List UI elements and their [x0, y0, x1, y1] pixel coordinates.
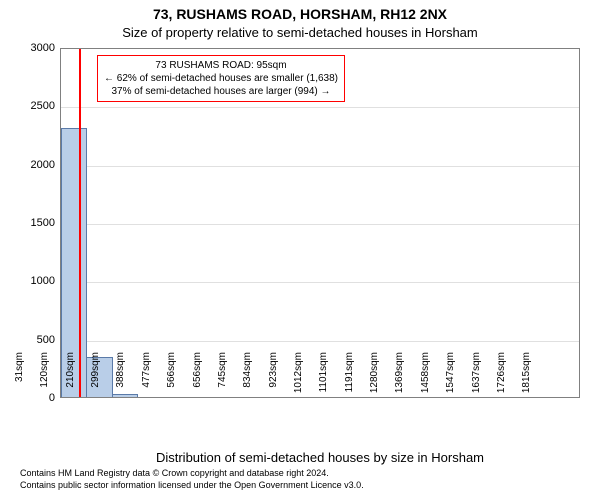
x-tick-label: 923sqm [268, 352, 279, 402]
gridline [61, 282, 579, 283]
x-tick-label: 1012sqm [293, 352, 304, 402]
x-tick-label: 1726sqm [496, 352, 507, 402]
y-tick-label: 500 [5, 334, 55, 346]
chart-title: 73, RUSHAMS ROAD, HORSHAM, RH12 2NX [0, 6, 600, 22]
annotation-line: 37% of semi-detached houses are larger (… [104, 85, 338, 98]
x-axis-label: Distribution of semi-detached houses by … [60, 450, 580, 465]
gridline [61, 107, 579, 108]
y-tick-label: 2500 [5, 100, 55, 112]
y-tick-label: 1000 [5, 275, 55, 287]
x-tick-label: 656sqm [192, 352, 203, 402]
x-tick-label: 299sqm [90, 352, 101, 402]
gridline [61, 224, 579, 225]
annotation-line: 73 RUSHAMS ROAD: 95sqm [104, 59, 338, 72]
chart-subtitle: Size of property relative to semi-detach… [0, 25, 600, 40]
x-tick-label: 477sqm [141, 352, 152, 402]
gridline [61, 166, 579, 167]
x-tick-label: 566sqm [166, 352, 177, 402]
x-tick-label: 1637sqm [471, 352, 482, 402]
footer-attribution: Contains HM Land Registry data © Crown c… [20, 467, 364, 491]
y-tick-label: 2000 [5, 159, 55, 171]
x-tick-label: 1815sqm [521, 352, 532, 402]
y-tick-label: 1500 [5, 217, 55, 229]
y-tick-label: 3000 [5, 42, 55, 54]
plot-area: 73 RUSHAMS ROAD: 95sqm← 62% of semi-deta… [60, 48, 580, 398]
x-tick-label: 388sqm [115, 352, 126, 402]
chart-container: { "title": "73, RUSHAMS ROAD, HORSHAM, R… [0, 0, 600, 500]
gridline [61, 341, 579, 342]
annotation-box: 73 RUSHAMS ROAD: 95sqm← 62% of semi-deta… [97, 55, 345, 102]
x-tick-label: 210sqm [65, 352, 76, 402]
x-tick-label: 1191sqm [344, 352, 355, 402]
footer-line-1: Contains HM Land Registry data © Crown c… [20, 467, 364, 479]
x-tick-label: 1101sqm [318, 352, 329, 402]
x-tick-label: 1280sqm [369, 352, 380, 402]
x-tick-label: 745sqm [217, 352, 228, 402]
x-tick-label: 120sqm [39, 352, 50, 402]
annotation-line: ← 62% of semi-detached houses are smalle… [104, 72, 338, 85]
x-tick-label: 31sqm [14, 352, 25, 402]
x-tick-label: 1369sqm [394, 352, 405, 402]
x-tick-label: 1458sqm [420, 352, 431, 402]
x-tick-label: 834sqm [242, 352, 253, 402]
x-tick-label: 1547sqm [445, 352, 456, 402]
property-marker-line [79, 49, 81, 397]
footer-line-2: Contains public sector information licen… [20, 479, 364, 491]
